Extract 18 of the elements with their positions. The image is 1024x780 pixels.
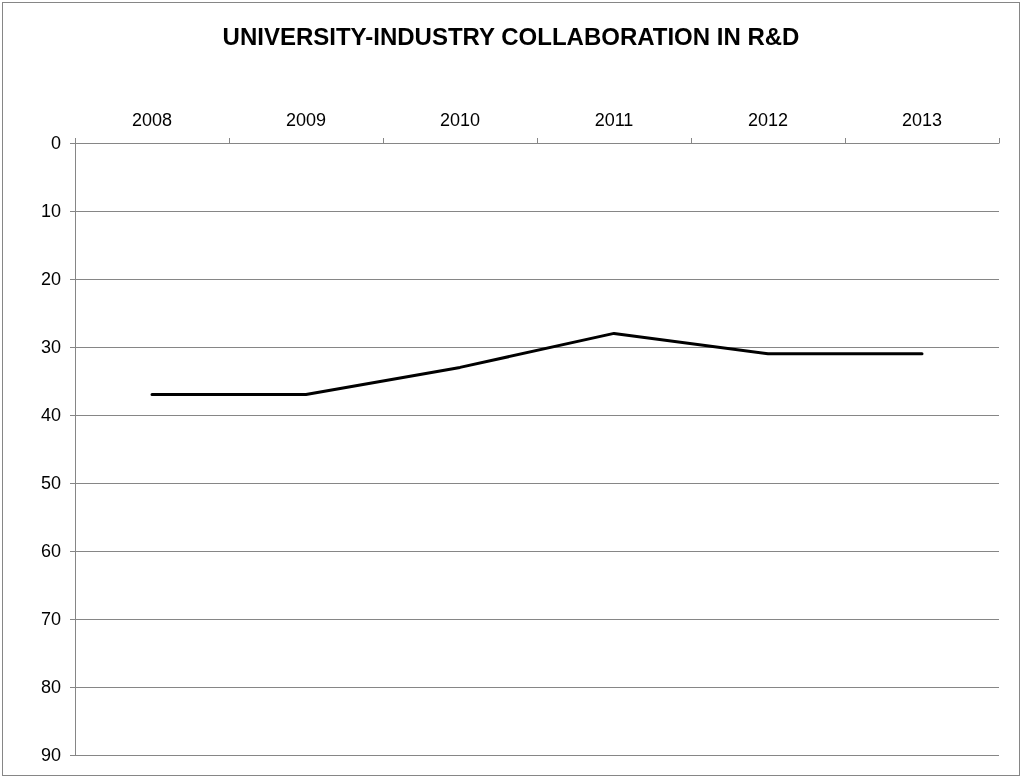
y-tick-label: 60 xyxy=(40,541,61,561)
x-tick-label: 2009 xyxy=(285,110,327,130)
y-tick-label: 40 xyxy=(40,405,61,425)
y-tick-label: 0 xyxy=(50,133,61,153)
x-tick-label: 2011 xyxy=(594,110,634,130)
y-tick-label: 70 xyxy=(40,609,61,629)
y-tick-label: 10 xyxy=(40,201,61,221)
y-tick-label: 30 xyxy=(40,337,61,357)
y-tick-label: 90 xyxy=(40,745,61,765)
chart-title: UNIVERSITY-INDUSTRY COLLABORATION IN R&D xyxy=(222,22,800,50)
y-tick-label: 50 xyxy=(40,473,61,493)
x-tick-label: 2008 xyxy=(131,110,173,130)
x-tick-label: 2010 xyxy=(439,110,481,130)
x-tick-label: 2013 xyxy=(901,110,943,130)
y-tick-label: 80 xyxy=(40,677,61,697)
x-tick-label: 2012 xyxy=(747,110,789,130)
line-series xyxy=(150,331,924,397)
y-tick-label: 20 xyxy=(40,269,61,289)
